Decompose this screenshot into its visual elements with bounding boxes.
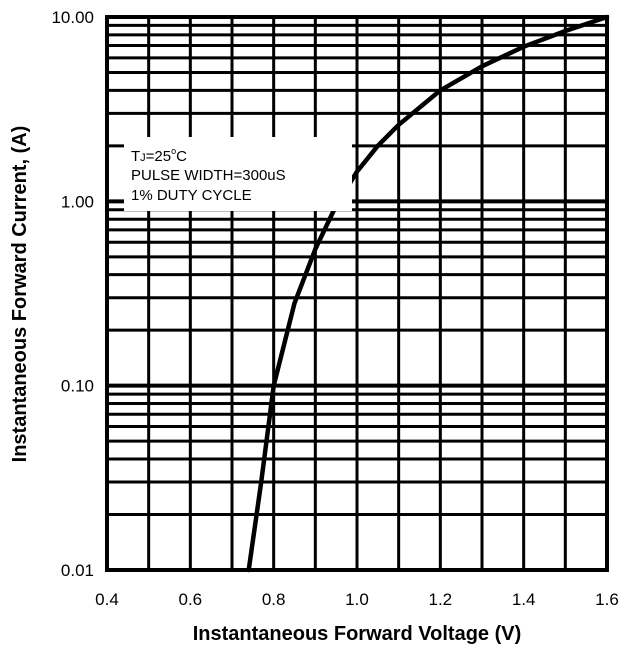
- annotation-tj: TJ=25oC: [131, 146, 187, 165]
- tick-labels: 0.4 0.6 0.8 1.0 1.2 1.4 1.6 0.01 0.10 1.00 10.00: [51, 8, 618, 609]
- y-tick-label: 1.00: [61, 192, 94, 211]
- plot-frame: [105, 15, 609, 572]
- y-tick-label: 10.00: [51, 8, 94, 27]
- annotation-box: TJ=25oC PULSE WIDTH=300uS 1% DUTY CYCLE: [124, 137, 352, 211]
- grid: [107, 17, 607, 570]
- y-tick-label: 0.01: [61, 561, 94, 580]
- x-tick-label: 1.4: [512, 590, 536, 609]
- x-tick-label: 0.4: [95, 590, 119, 609]
- x-tick-label: 1.2: [429, 590, 453, 609]
- x-tick-label: 0.8: [262, 590, 286, 609]
- forward-current-curve: [246, 14, 610, 573]
- annotation-pulse-width: PULSE WIDTH=300uS: [131, 167, 286, 184]
- x-tick-label: 1.6: [595, 590, 619, 609]
- curve-layer: [246, 14, 610, 573]
- annotation-duty-cycle: 1% DUTY CYCLE: [131, 187, 252, 204]
- x-tick-label: 1.0: [345, 590, 369, 609]
- y-axis-title: Instantaneous Forward Current, (A): [9, 126, 31, 463]
- x-axis-title: Instantaneous Forward Voltage (V): [193, 623, 522, 645]
- x-tick-label: 0.6: [179, 590, 203, 609]
- annotation-background: [124, 137, 352, 211]
- y-tick-label: 0.10: [61, 377, 94, 396]
